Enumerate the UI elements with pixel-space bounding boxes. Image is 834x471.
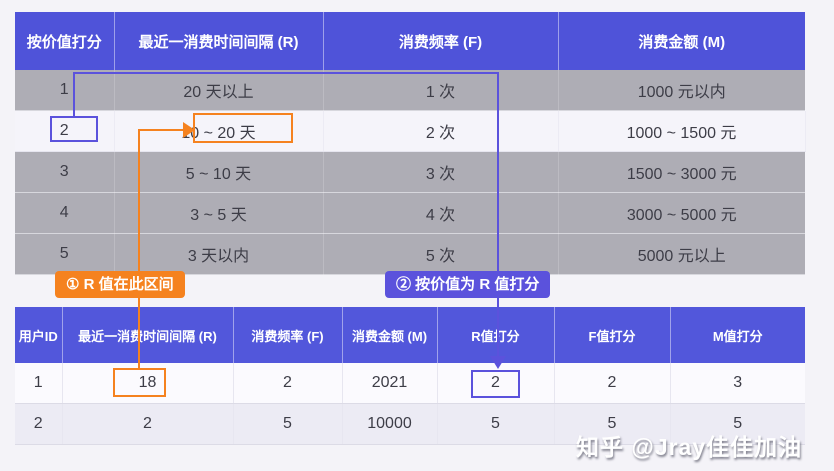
table-cell: 5 次 [323, 233, 559, 275]
table-cell: 1000 ~ 1500 元 [558, 110, 806, 152]
header-cell: R值打分 [437, 307, 555, 363]
table-cell: 1 次 [323, 70, 559, 111]
table-cell: 5 [670, 403, 805, 445]
score-reference-table: 按价值打分 最近一消费时间间隔 (R) 消费频率 (F) 消费金额 (M) 1 20 天… [15, 12, 806, 275]
r-value-18-highlight-box [113, 368, 166, 397]
step1-label: ① R 值在此区间 [55, 271, 185, 298]
table-cell: 5 [554, 403, 671, 445]
step2-label: ② 按价值为 R 值打分 [385, 271, 551, 298]
score-2-highlight-box [50, 116, 98, 142]
header-cell: 最近一消费时间间隔 (R) [62, 307, 234, 363]
table-cell: 5000 元以上 [558, 233, 805, 275]
table-cell: 1 [15, 70, 115, 111]
table-cell: 10000 [342, 403, 438, 445]
header-cell: 消费频率 (F) [233, 307, 343, 363]
user-data-table: 用户ID 最近一消费时间间隔 (R) 消费频率 (F) 消费金额 (M) R值打分 F值打… [15, 307, 805, 445]
header-cell: 用户ID [15, 307, 63, 363]
table-cell: 3000 ~ 5000 元 [558, 192, 805, 234]
header-cell: 最近一消费时间间隔 (R) [114, 12, 324, 70]
table-cell: 4 [15, 192, 115, 234]
r-score-2-highlight-box [471, 370, 520, 398]
table-cell: 3 ~ 5 天 [114, 192, 324, 234]
table-cell: 3 [15, 151, 115, 193]
table-cell: 20 天以上 [114, 70, 324, 111]
table-cell: 4 次 [323, 192, 559, 234]
table-cell: 5 ~ 10 天 [114, 151, 324, 193]
header-cell: 消费金额 (M) [342, 307, 438, 363]
table-cell: 3 天以内 [114, 233, 324, 275]
table-cell: 2 次 [323, 110, 559, 152]
table-cell: 5 [15, 233, 115, 275]
table-cell: 2 [554, 363, 671, 404]
header-cell: F值打分 [554, 307, 671, 363]
table-cell: 1000 元以内 [558, 70, 805, 111]
user-table-body: 1 18 2 2021 2 2 3 2 2 5 10000 5 5 5 [15, 363, 805, 445]
table-cell: 2 [15, 403, 63, 445]
r-interval-highlight-box [193, 113, 293, 143]
table-cell: 1500 ~ 3000 元 [558, 151, 805, 193]
header-cell: 消费频率 (F) [323, 12, 559, 70]
table-cell: 3 [670, 363, 805, 404]
table-cell: 1 [15, 363, 63, 404]
score-table-header: 按价值打分 最近一消费时间间隔 (R) 消费频率 (F) 消费金额 (M) [15, 12, 805, 70]
header-cell: M值打分 [670, 307, 805, 363]
header-cell: 按价值打分 [15, 12, 115, 70]
table-row: 2 2 5 10000 5 5 5 [15, 403, 805, 445]
zhihu-watermark: 知乎 @Jray佳佳加油 [576, 434, 803, 460]
table-cell: 5 [437, 403, 555, 445]
table-cell: 2 [233, 363, 343, 404]
table-cell: 3 次 [323, 151, 559, 193]
table-cell: 2 [62, 403, 234, 445]
user-table-header: 用户ID 最近一消费时间间隔 (R) 消费频率 (F) 消费金额 (M) R值打分 F值打… [15, 307, 805, 363]
header-row: 按价值打分 最近一消费时间间隔 (R) 消费频率 (F) 消费金额 (M) [15, 12, 805, 70]
header-row: 用户ID 最近一消费时间间隔 (R) 消费频率 (F) 消费金额 (M) R值打分 F值打… [15, 307, 805, 363]
table-cell: 5 [233, 403, 343, 445]
table-cell: 2021 [342, 363, 438, 404]
table-row: 1 20 天以上 1 次 1000 元以内 [15, 70, 805, 111]
header-cell: 消费金额 (M) [558, 12, 805, 70]
